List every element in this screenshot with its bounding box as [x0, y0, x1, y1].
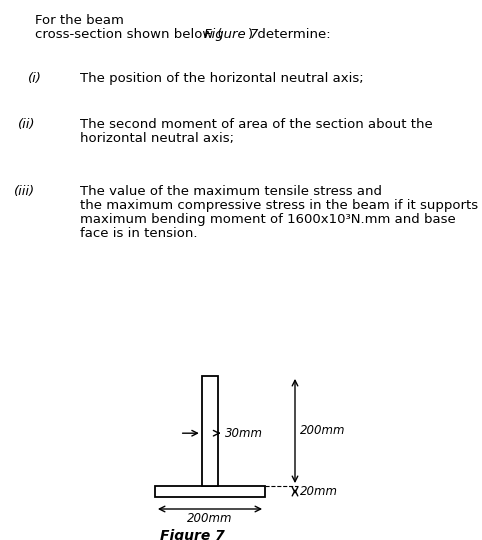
Text: horizontal neutral axis;: horizontal neutral axis;	[80, 132, 234, 145]
Text: maximum bending moment of 1600x10³N.mm and base: maximum bending moment of 1600x10³N.mm a…	[80, 213, 456, 226]
Text: (ii): (ii)	[18, 118, 36, 131]
Text: ) determine:: ) determine:	[248, 28, 331, 41]
Text: For the beam: For the beam	[35, 14, 124, 27]
Text: the maximum compressive stress in the beam if it supports a: the maximum compressive stress in the be…	[80, 199, 482, 212]
Text: 200mm: 200mm	[187, 512, 233, 525]
Bar	[155, 486, 265, 497]
Text: cross-section shown below (: cross-section shown below (	[35, 28, 223, 41]
Text: The position of the horizontal neutral axis;: The position of the horizontal neutral a…	[80, 72, 363, 85]
Text: Figure 7: Figure 7	[160, 529, 225, 540]
Bar	[202, 376, 218, 486]
Text: 30mm: 30mm	[225, 427, 263, 440]
Text: 200mm: 200mm	[300, 424, 346, 437]
Text: 20mm: 20mm	[300, 485, 338, 498]
Text: face is in tension.: face is in tension.	[80, 227, 198, 240]
Text: (iii): (iii)	[14, 185, 35, 198]
Text: Figure 7: Figure 7	[204, 28, 258, 41]
Text: (i): (i)	[28, 72, 42, 85]
Text: The value of the maximum tensile stress and: The value of the maximum tensile stress …	[80, 185, 382, 198]
Text: The second moment of area of the section about the: The second moment of area of the section…	[80, 118, 433, 131]
